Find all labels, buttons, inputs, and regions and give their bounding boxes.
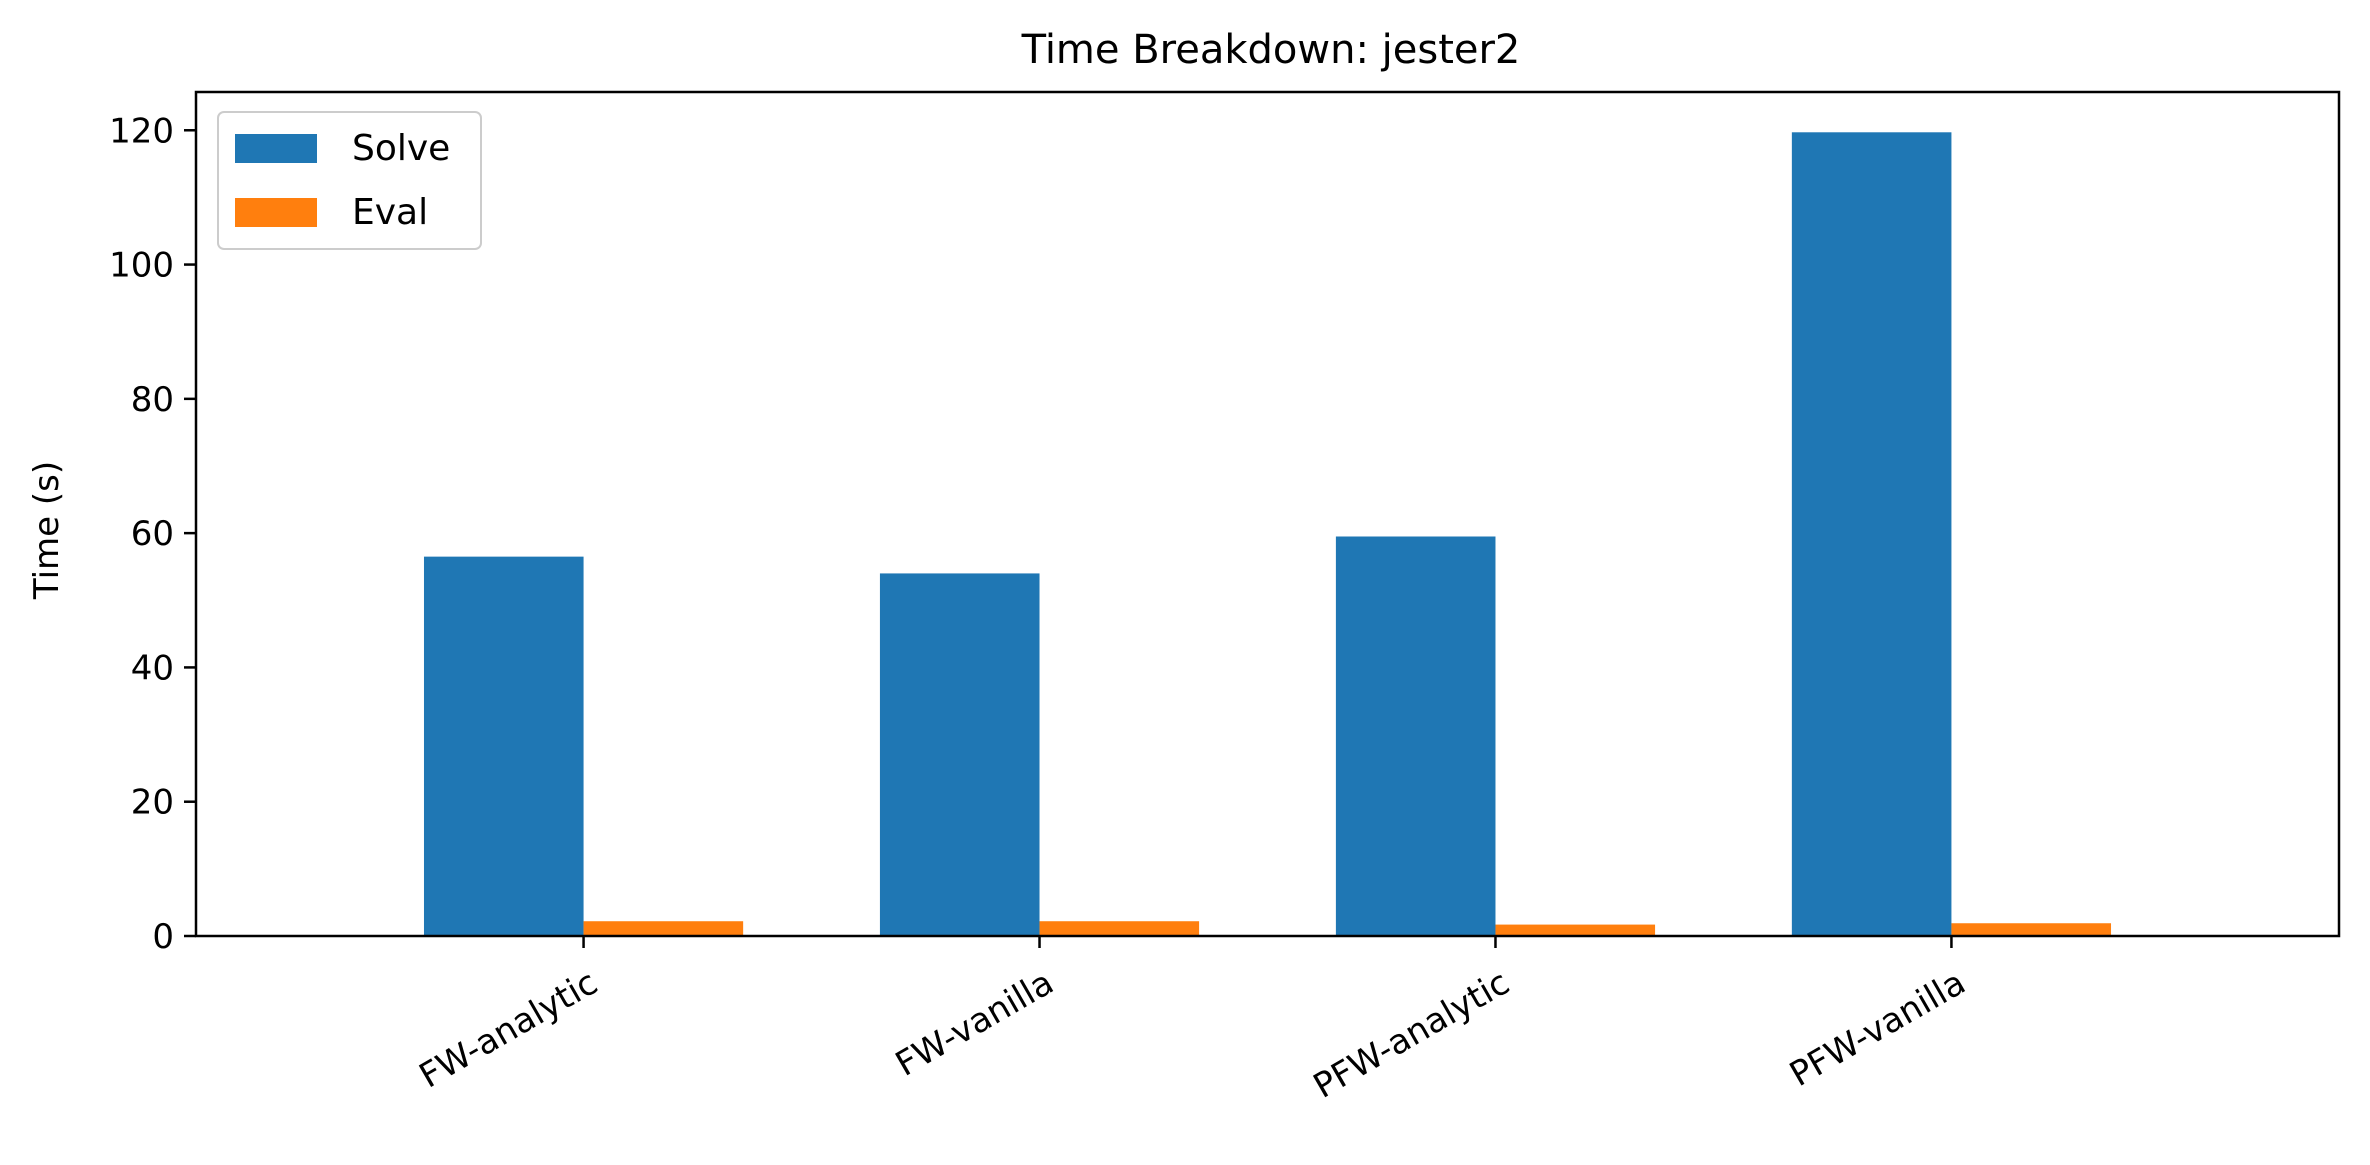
- bar-eval-fw-vanilla: [1039, 921, 1200, 936]
- y-tick-label: 40: [131, 648, 174, 688]
- bar-eval-pfw-vanilla: [1951, 923, 2112, 936]
- y-tick-label: 80: [131, 380, 174, 420]
- plot-frame: [194, 90, 2341, 938]
- bars: [423, 132, 2112, 937]
- y-tick-label: 60: [131, 514, 174, 554]
- y-tick-label: 120: [109, 111, 174, 151]
- bar-eval-fw-analytic: [583, 921, 744, 936]
- y-tick-label: 20: [131, 783, 174, 823]
- chart-title: Time Breakdown: jester2: [1021, 27, 1521, 73]
- bar-solve-fw-vanilla: [879, 573, 1040, 936]
- bar-eval-pfw-analytic: [1495, 924, 1656, 936]
- legend: Solve Eval: [217, 111, 482, 250]
- y-axis-label: Time (s): [27, 461, 67, 600]
- legend-swatch-solve: [235, 134, 317, 163]
- legend-label-eval: Eval: [352, 192, 428, 233]
- y-tick-label: 100: [109, 246, 174, 286]
- y-axis: 0 20 40 60 80 100 120: [109, 111, 196, 957]
- bar-solve-pfw-analytic: [1335, 536, 1496, 936]
- y-tick-label: 0: [152, 917, 174, 957]
- legend-label-solve: Solve: [352, 128, 450, 169]
- bar-solve-pfw-vanilla: [1791, 132, 1952, 937]
- bar-solve-fw-analytic: [423, 556, 584, 936]
- legend-swatch-eval: [235, 198, 317, 227]
